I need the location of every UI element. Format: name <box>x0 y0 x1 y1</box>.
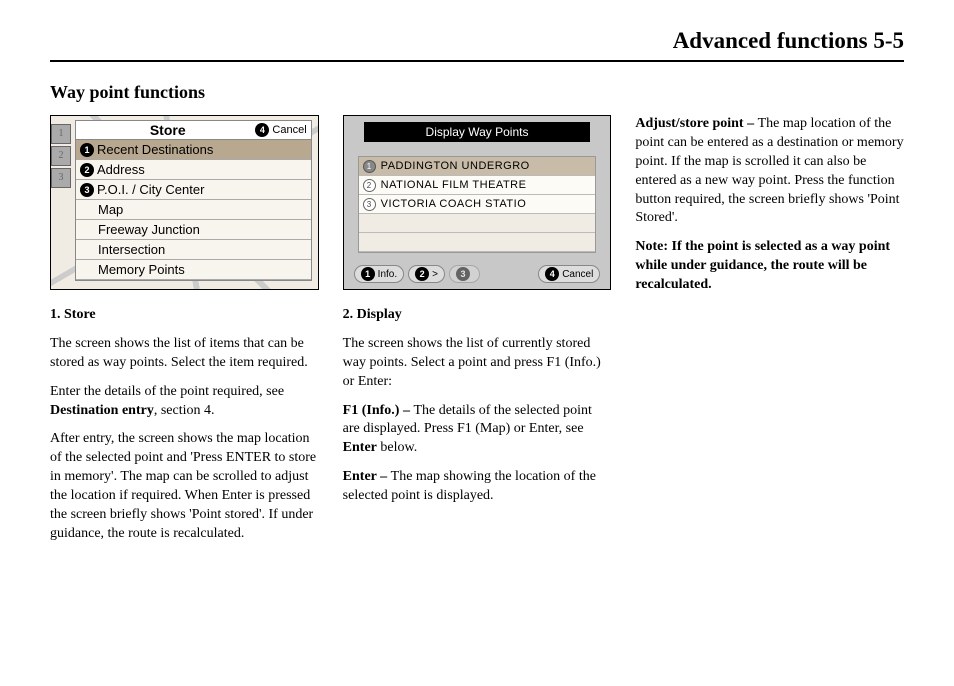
note-text: Note: If the point is selected as a way … <box>635 238 904 295</box>
header-title: Advanced functions 5-5 <box>673 28 904 53</box>
footer-btn-cancel: 4 Cancel <box>538 265 600 283</box>
body-text: F1 (Info.) – The details of the selected… <box>343 402 612 459</box>
store-title: Store <box>80 122 255 138</box>
label: Info. <box>378 269 397 280</box>
num-badge: 4 <box>545 267 559 281</box>
display-row <box>359 214 596 233</box>
num-badge: 1 <box>80 143 94 157</box>
row-label: NATIONAL FILM THEATRE <box>381 179 527 191</box>
store-panel: Store 4 Cancel 1Recent Destinations2Addr… <box>75 120 312 281</box>
left-tabs: 1 2 3 <box>51 124 71 190</box>
row-label: Intersection <box>98 242 165 257</box>
store-row: 1Recent Destinations <box>76 140 311 160</box>
display-titlebar: Display Way Points <box>364 122 591 142</box>
footer-btn-3: 3 <box>449 265 480 283</box>
store-heading: 1. Store <box>50 306 319 325</box>
num-badge: 1 <box>363 160 376 173</box>
row-label: Map <box>98 202 123 217</box>
content-columns: 1 2 3 Store 4 Cancel 1Recent Destination… <box>50 115 904 554</box>
num-badge: 2 <box>80 163 94 177</box>
row-label: Memory Points <box>98 262 185 277</box>
row-label: PADDINGTON UNDERGRO <box>381 160 530 172</box>
num-badge: 2 <box>415 267 429 281</box>
num-badge: 4 <box>255 123 269 137</box>
text-bold: Destination entry <box>50 403 154 418</box>
text: below. <box>377 440 417 455</box>
display-heading: 2. Display <box>343 306 612 325</box>
display-row: 1 PADDINGTON UNDERGRO <box>359 157 596 176</box>
body-text: The screen shows the list of currently s… <box>343 335 612 392</box>
display-row: 2 NATIONAL FILM THEATRE <box>359 176 596 195</box>
text: Enter the details of the point required,… <box>50 384 284 399</box>
display-rows: 1 PADDINGTON UNDERGRO 2 NATIONAL FILM THEAT… <box>358 156 597 253</box>
cancel-label: Cancel <box>272 124 306 136</box>
section-title: Way point functions <box>50 82 904 103</box>
text-bold: Enter <box>343 440 377 455</box>
store-row: 3P.O.I. / City Center <box>76 180 311 200</box>
text: , section 4. <box>154 403 215 418</box>
row-label: VICTORIA COACH STATIO <box>381 198 527 210</box>
body-text: Adjust/store point – The map location of… <box>635 115 904 228</box>
num-badge: 3 <box>80 183 94 197</box>
row-label: Freeway Junction <box>98 222 200 237</box>
num-badge: 1 <box>361 267 375 281</box>
store-rows: 1Recent Destinations2Address3P.O.I. / Ci… <box>76 140 311 280</box>
num-badge: 3 <box>456 267 470 281</box>
column-2: Display Way Points 1 PADDINGTON UNDERGRO 2… <box>343 115 612 554</box>
body-text: Enter – The map showing the location of … <box>343 468 612 506</box>
store-panel-header: Store 4 Cancel <box>76 121 311 140</box>
body-text: After entry, the screen shows the map lo… <box>50 430 319 543</box>
body-text: The screen shows the list of items that … <box>50 335 319 373</box>
store-row: Intersection <box>76 240 311 260</box>
num-badge: 2 <box>363 179 376 192</box>
display-row: 3 VICTORIA COACH STATIO <box>359 195 596 214</box>
footer-btn-next: 2 > <box>408 265 445 283</box>
left-tab: 3 <box>51 168 71 188</box>
row-label: P.O.I. / City Center <box>97 182 204 197</box>
heading-text: 2. Display <box>343 307 402 322</box>
store-row: Map <box>76 200 311 220</box>
text: The map location of the point can be ent… <box>635 116 903 225</box>
display-footer: 1 Info. 2 > 3 4 Cancel <box>354 265 601 283</box>
display-screenshot: Display Way Points 1 PADDINGTON UNDERGRO 2… <box>343 115 612 290</box>
footer-btn-info: 1 Info. <box>354 265 404 283</box>
label: Cancel <box>562 269 593 280</box>
left-tab: 1 <box>51 124 71 144</box>
heading-text: 1. Store <box>50 307 96 322</box>
store-row: 2Address <box>76 160 311 180</box>
row-label: Address <box>97 162 145 177</box>
display-row <box>359 233 596 252</box>
text-bold: Adjust/store point – <box>635 116 757 131</box>
num-badge: 3 <box>363 198 376 211</box>
store-cancel: 4 Cancel <box>255 123 306 137</box>
left-tab: 2 <box>51 146 71 166</box>
body-text: Enter the details of the point required,… <box>50 383 319 421</box>
store-row: Memory Points <box>76 260 311 280</box>
label: > <box>432 269 438 280</box>
page-header: Advanced functions 5-5 <box>50 28 904 62</box>
spacer <box>484 265 534 283</box>
text-bold: Enter – <box>343 469 391 484</box>
store-screenshot: 1 2 3 Store 4 Cancel 1Recent Destination… <box>50 115 319 290</box>
store-row: Freeway Junction <box>76 220 311 240</box>
text-bold: F1 (Info.) – <box>343 403 414 418</box>
row-label: Recent Destinations <box>97 142 213 157</box>
column-3: Adjust/store point – The map location of… <box>635 115 904 554</box>
column-1: 1 2 3 Store 4 Cancel 1Recent Destination… <box>50 115 319 554</box>
